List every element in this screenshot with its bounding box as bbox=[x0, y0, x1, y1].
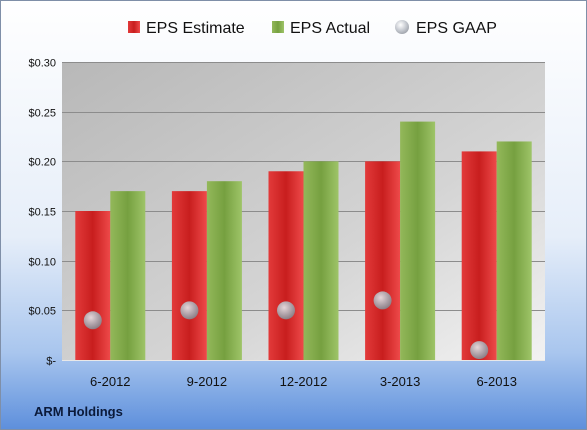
point-eps-gaap bbox=[373, 291, 392, 310]
legend-label-gaap: EPS GAAP bbox=[416, 20, 497, 37]
y-tick-label: $0.05 bbox=[28, 306, 56, 318]
bar-eps-estimate bbox=[365, 161, 401, 360]
point-eps-gaap bbox=[277, 301, 295, 320]
bar-eps-actual bbox=[303, 161, 339, 360]
x-tick-label: 3-2013 bbox=[380, 374, 420, 389]
x-tick-label: 6-2012 bbox=[90, 374, 130, 389]
x-tick-label: 9-2012 bbox=[187, 374, 227, 389]
y-tick-label: $0.30 bbox=[28, 58, 56, 70]
bar-eps-actual bbox=[496, 141, 532, 360]
bar-eps-actual bbox=[400, 121, 436, 360]
y-axis-ticks: $- $0.05 $0.10 $0.15 $0.20 $0.25 $0.30 bbox=[28, 58, 56, 368]
bar-eps-estimate bbox=[171, 191, 207, 360]
legend-swatch-estimate bbox=[128, 21, 140, 33]
x-tick-label: 12-2012 bbox=[280, 374, 328, 389]
legend-label-estimate: EPS Estimate bbox=[146, 20, 245, 37]
legend-label-actual: EPS Actual bbox=[290, 20, 370, 37]
bar-eps-actual bbox=[206, 181, 242, 360]
point-eps-gaap bbox=[180, 301, 199, 320]
bar-eps-estimate bbox=[268, 171, 304, 360]
legend-swatch-gaap bbox=[395, 20, 409, 34]
company-label: ARM Holdings bbox=[34, 404, 123, 419]
x-axis-ticks: 6-2012 9-2012 12-2012 3-2013 6-2013 bbox=[90, 374, 517, 389]
legend: EPS Estimate EPS Actual EPS GAAP bbox=[128, 20, 497, 37]
point-eps-gaap bbox=[83, 311, 102, 330]
bars bbox=[75, 121, 532, 360]
y-tick-label: $0.10 bbox=[28, 257, 56, 269]
bar-eps-estimate bbox=[75, 211, 111, 360]
x-tick-label: 6-2013 bbox=[476, 374, 516, 389]
bar-eps-estimate bbox=[461, 151, 497, 360]
y-tick-label: $0.20 bbox=[28, 157, 56, 169]
y-tick-label: $0.15 bbox=[28, 207, 56, 219]
y-tick-label: $0.25 bbox=[28, 108, 56, 120]
legend-swatch-actual bbox=[272, 21, 284, 33]
bar-eps-actual bbox=[110, 191, 146, 360]
y-tick-label: $- bbox=[46, 356, 56, 368]
gaap-points bbox=[83, 291, 489, 360]
point-eps-gaap bbox=[470, 341, 489, 360]
